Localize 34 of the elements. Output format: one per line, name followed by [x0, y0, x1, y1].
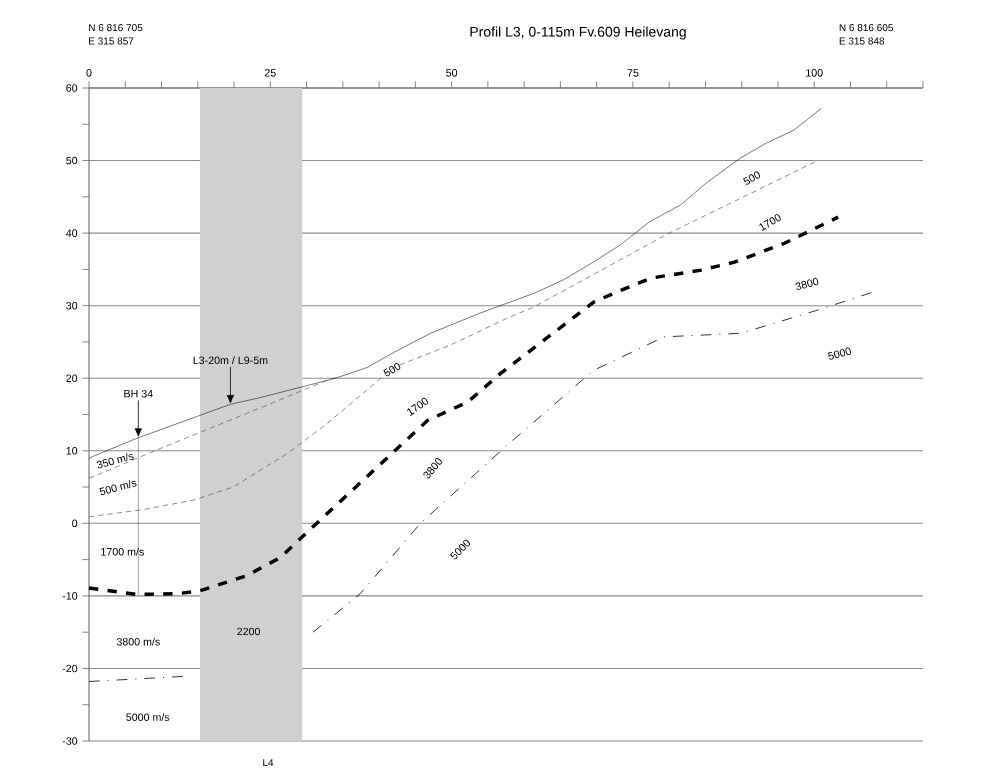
text: N 6 816 605 — [839, 24, 893, 32]
text: E 315 857 — [89, 37, 134, 45]
y-tick-label: 0 — [72, 519, 78, 528]
y-tick-label: 20 — [66, 374, 78, 382]
y-tick-label: 40 — [66, 229, 78, 237]
text: N 6 816 705 — [89, 24, 143, 32]
x-tick-label: 100 — [806, 69, 823, 77]
annotation: 2200 — [237, 627, 260, 636]
x-tick-label: 50 — [446, 69, 458, 77]
annotation: 500 m/s — [99, 479, 137, 496]
y-tick-label: -30 — [62, 737, 78, 745]
text: E 315 848 — [839, 37, 885, 45]
y-tick-label: 10 — [66, 447, 78, 455]
y-tick-label: -10 — [62, 592, 78, 600]
x-tick-label: 0 — [86, 69, 92, 77]
annotation: L3-20m / L9-5m — [193, 356, 268, 365]
annotation: 5000 m/s — [126, 713, 170, 721]
annotation: 3800 m/s — [116, 637, 160, 646]
annotation: 1700 m/s — [101, 547, 144, 556]
annotation: 500 — [383, 362, 401, 377]
y-tick-label: 30 — [66, 301, 78, 310]
annotation: 3800 — [795, 277, 819, 290]
x-tick-label: 25 — [264, 69, 276, 77]
annotation: 1700 — [759, 214, 781, 231]
x-tick-label: 75 — [627, 69, 639, 77]
chart-title: Profil L3, 0-115m Fv.609 Heilevang — [470, 26, 686, 40]
annotation: 350 m/s — [96, 452, 134, 469]
y-tick-label: 60 — [66, 84, 78, 92]
annotation: 500 — [743, 171, 761, 185]
annotation: 5000 — [828, 347, 851, 360]
y-tick-label: -20 — [62, 664, 78, 673]
y-tick-label: 50 — [66, 156, 78, 165]
text: L4 — [263, 759, 274, 767]
annotation: BH 34 — [124, 389, 153, 398]
